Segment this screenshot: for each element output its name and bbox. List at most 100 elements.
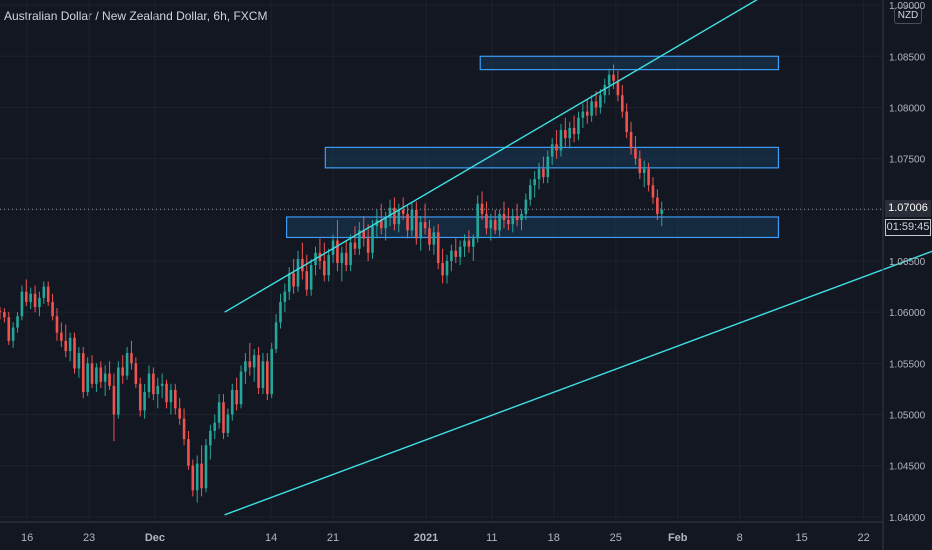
- candle-body: [226, 414, 230, 433]
- candle-body: [230, 389, 234, 415]
- candle-body: [502, 213, 506, 221]
- candle-body: [103, 373, 107, 382]
- channel-lines[interactable]: [224, 0, 932, 516]
- candle-body: [182, 418, 186, 440]
- time-tick-label: 14: [265, 532, 277, 544]
- candle-body: [660, 209, 664, 214]
- candle-body: [515, 215, 519, 221]
- channel-trendline: [224, 250, 932, 516]
- channel-trendline: [224, 0, 758, 313]
- grid: [0, 0, 883, 522]
- candle-body: [33, 293, 37, 308]
- candle-body: [130, 353, 133, 364]
- candle-body: [7, 317, 11, 341]
- candle-body: [261, 361, 265, 388]
- candle-body: [432, 232, 436, 245]
- candle-body: [90, 363, 94, 384]
- price-tick-label: 1.04000: [889, 513, 926, 524]
- candle-body: [349, 242, 352, 266]
- time-tick-label: 23: [83, 532, 95, 544]
- candle-body: [528, 185, 532, 200]
- candle-body: [397, 209, 401, 225]
- candle-body: [454, 250, 458, 257]
- candle-body: [301, 258, 304, 272]
- candle-body: [266, 361, 269, 395]
- candle-body: [152, 373, 155, 395]
- candle-body: [16, 316, 19, 328]
- candle-body: [612, 74, 615, 81]
- price-tick-label: 1.06500: [889, 257, 926, 268]
- last-price-label: 1.07006: [885, 200, 931, 218]
- time-tick-label: 25: [610, 532, 622, 544]
- candle-body: [213, 422, 217, 431]
- candle-body: [634, 148, 637, 159]
- time-tick-label: 11: [486, 532, 497, 544]
- price-tick-label: 1.08000: [889, 103, 926, 114]
- candle-body: [204, 445, 208, 489]
- candle-body: [11, 327, 15, 341]
- candle-body: [471, 238, 475, 247]
- price-tick-label: 1.08500: [889, 52, 926, 63]
- price-zone: [479, 55, 780, 71]
- candle-body: [173, 389, 177, 409]
- chart-title: Australian Dollar / New Zealand Dollar, …: [4, 9, 268, 23]
- candle-body: [20, 291, 24, 317]
- candle-body: [489, 220, 493, 229]
- candle-body: [274, 322, 278, 350]
- candle-body: [270, 349, 274, 395]
- time-tick-label: 16: [21, 532, 33, 544]
- candle-body: [568, 127, 572, 139]
- candle-body: [581, 111, 585, 118]
- candle-body: [222, 402, 225, 433]
- candle-body: [322, 261, 326, 276]
- candle-body: [64, 340, 68, 352]
- candle-body: [296, 258, 300, 287]
- candle-body: [244, 361, 247, 372]
- candle-body: [336, 240, 339, 264]
- candle-body: [134, 363, 138, 384]
- candle-body: [577, 117, 580, 135]
- candle-body: [393, 207, 396, 225]
- price-tick-label: 1.06000: [889, 308, 926, 319]
- candle-body: [555, 144, 558, 151]
- candle-body: [559, 129, 563, 151]
- candle-body: [620, 95, 624, 112]
- candle-body: [419, 222, 423, 239]
- candle-body: [625, 111, 628, 133]
- candle-body: [585, 111, 589, 116]
- candle-body: [423, 222, 427, 229]
- candle-body: [467, 240, 471, 247]
- candle-body: [60, 332, 63, 341]
- candle-body: [463, 240, 466, 247]
- candle-body: [287, 273, 291, 292]
- candle-body: [388, 207, 392, 219]
- candle-body: [112, 385, 116, 415]
- candle-body: [524, 199, 528, 214]
- candle-body: [283, 291, 287, 302]
- candle-body: [533, 179, 536, 186]
- candle-body: [29, 293, 32, 302]
- candle-body: [546, 156, 550, 178]
- price-tick-label: 1.07500: [889, 155, 926, 166]
- candle-body: [46, 286, 50, 302]
- candle-body: [428, 228, 431, 245]
- candle-body: [379, 220, 383, 229]
- candle-body: [125, 353, 129, 376]
- time-tick-label: 8: [737, 532, 743, 544]
- candle-body: [362, 230, 366, 239]
- candle-body: [191, 465, 195, 491]
- candle-body: [143, 392, 146, 411]
- candle-body: [445, 261, 449, 276]
- candle-body: [252, 355, 256, 368]
- candle-body: [441, 263, 444, 276]
- candle-body: [51, 301, 54, 317]
- candle-body: [209, 430, 212, 446]
- candle-body: [542, 168, 545, 178]
- price-tick-label: 1.04500: [889, 462, 926, 473]
- currency-badge[interactable]: NZD: [894, 7, 922, 24]
- candle-body: [590, 101, 593, 116]
- candle-body: [415, 209, 418, 239]
- time-tick-label: 15: [796, 532, 808, 544]
- candle-body: [651, 185, 655, 198]
